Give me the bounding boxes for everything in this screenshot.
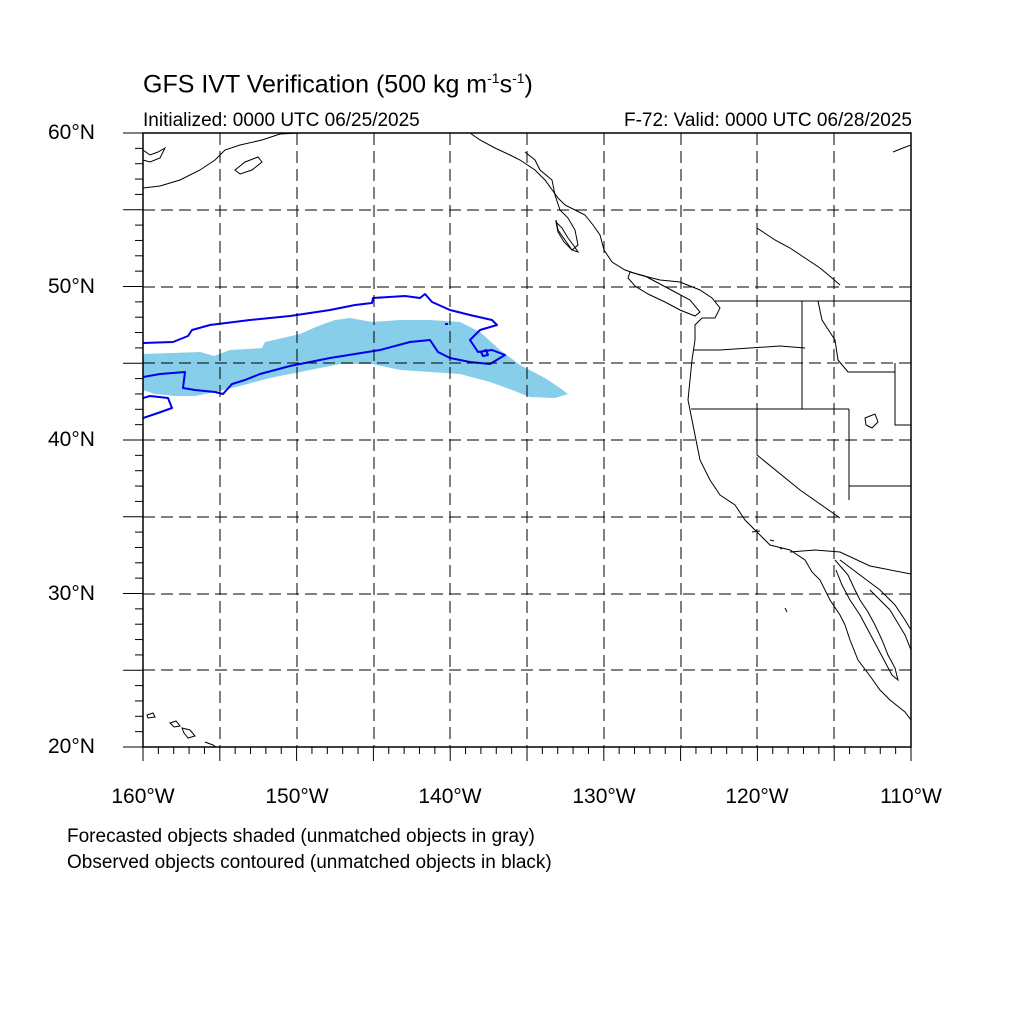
lat-label-30: 30°N — [48, 582, 95, 605]
lat-label-40: 40°N — [48, 428, 95, 451]
lon-label-160w: 160°W — [111, 785, 175, 808]
gridlines — [143, 133, 911, 747]
lon-label-150w: 150°W — [265, 785, 329, 808]
chart-title: GFS IVT Verification (500 kg m-1s-1) — [143, 70, 533, 99]
montana-idaho-border — [817, 300, 895, 373]
init-time: Initialized: 0000 UTC 06/25/2025 — [143, 110, 420, 131]
lat-label-20: 20°N — [48, 735, 95, 758]
channel-islands — [751, 530, 783, 550]
kodiak-island — [234, 156, 263, 175]
tick-marks — [123, 132, 912, 761]
alaska-peninsula — [143, 146, 167, 163]
lon-label-140w: 140°W — [418, 785, 482, 808]
great-salt-lake — [864, 413, 879, 429]
southeast-alaska-islands — [524, 151, 579, 251]
washington-oregon-border — [693, 345, 806, 351]
legend-forecast-note: Forecasted objects shaded (unmatched obj… — [67, 826, 535, 847]
lon-label-110w: 110°W — [880, 785, 942, 808]
mexico-mainland — [869, 589, 911, 651]
canada-top-right — [892, 144, 911, 153]
baja-california — [834, 559, 899, 682]
lon-label-130w: 130°W — [572, 785, 636, 808]
guadalupe-island — [784, 607, 788, 613]
lat-label-60: 60°N — [48, 121, 95, 144]
valid-time: F-72: Valid: 0000 UTC 06/28/2025 — [624, 110, 912, 131]
gulf-of-california — [839, 559, 911, 631]
legend-observed-note: Observed objects contoured (unmatched ob… — [67, 852, 552, 873]
lon-label-120w: 120°W — [725, 785, 789, 808]
us-mexico-border — [789, 549, 911, 575]
observed-ivt-contour-south — [143, 395, 173, 419]
lat-label-50: 50°N — [48, 275, 95, 298]
observed-small-loop — [480, 349, 489, 357]
forecast-notch — [200, 347, 230, 356]
haida-gwaii — [555, 220, 580, 253]
canada-interior — [756, 227, 841, 286]
wyoming-border — [894, 363, 911, 426]
vancouver-island — [627, 271, 701, 317]
hawaii-islands — [146, 712, 217, 747]
observed-ivt-contour — [143, 293, 506, 395]
